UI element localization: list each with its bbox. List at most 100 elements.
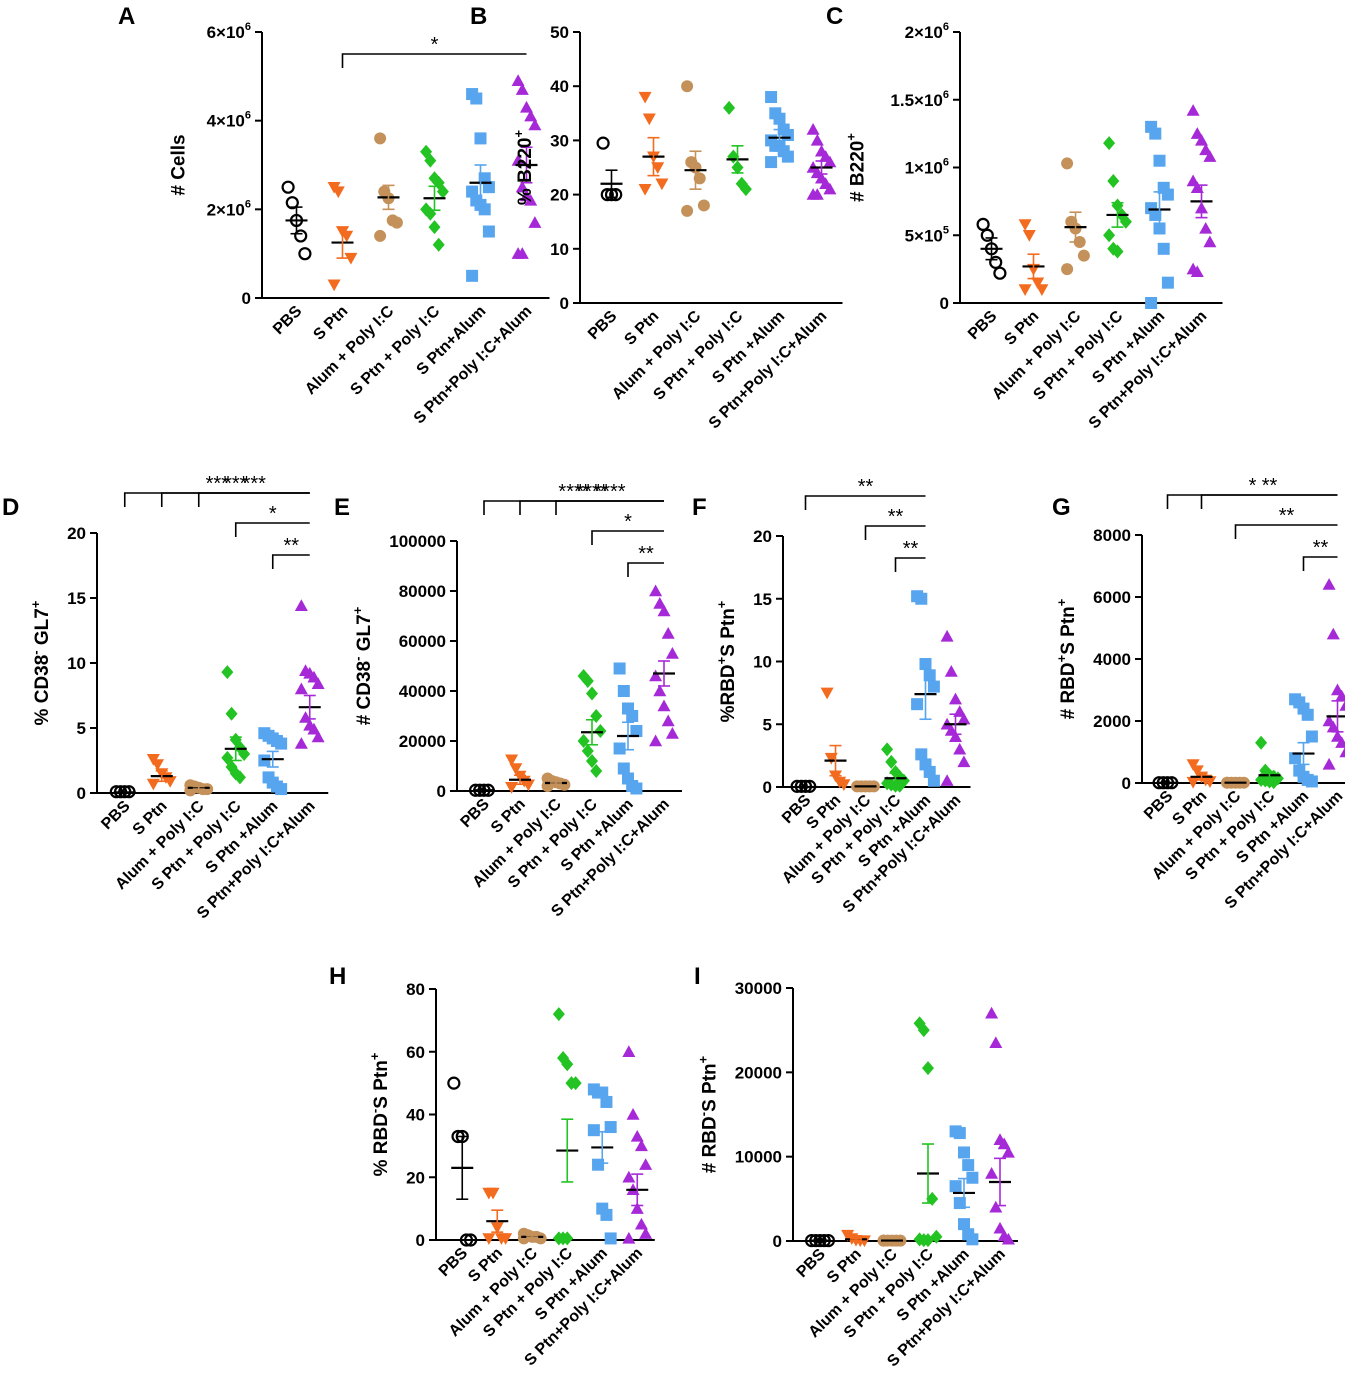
y-label-text: S Ptn xyxy=(371,1060,392,1109)
data-point xyxy=(482,1233,496,1245)
tick-label-main: 0 xyxy=(560,294,569,313)
data-point xyxy=(989,255,1003,269)
y-label-text: S Ptn xyxy=(700,1063,721,1112)
data-point xyxy=(953,742,967,755)
data-point xyxy=(459,1233,474,1247)
data-point xyxy=(923,669,936,682)
data-point xyxy=(1195,133,1208,146)
data-point xyxy=(622,1231,636,1244)
series-6 xyxy=(940,629,971,786)
data-point xyxy=(592,1158,605,1171)
data-point xyxy=(294,229,308,243)
data-point xyxy=(927,774,940,787)
y-tick-label: 0 xyxy=(77,784,86,803)
y-tick-label: 20 xyxy=(67,524,86,543)
data-point xyxy=(604,1232,617,1245)
tick-label-exponent: 6 xyxy=(245,198,251,210)
tick-label-main: 0 xyxy=(763,778,772,797)
data-point xyxy=(651,162,665,174)
data-point xyxy=(630,1129,644,1142)
data-point xyxy=(528,118,542,131)
significance-stars: ** xyxy=(1279,505,1295,527)
series-3 xyxy=(1221,776,1250,789)
data-point xyxy=(1153,154,1166,167)
series-3 xyxy=(517,1227,547,1245)
data-point xyxy=(661,714,675,727)
tick-label-main: 20000 xyxy=(735,1063,782,1082)
panel-letter: D xyxy=(2,494,19,521)
data-point xyxy=(681,204,694,217)
x-tick-label: PBS xyxy=(270,303,306,339)
data-point xyxy=(617,685,630,697)
series-1 xyxy=(976,217,1007,280)
y-label-text: % CD38 xyxy=(32,655,53,726)
data-point xyxy=(881,742,894,757)
tick-label-main: 5 xyxy=(77,719,86,738)
tick-label-main: 20000 xyxy=(399,732,446,751)
data-point xyxy=(837,779,851,791)
data-point xyxy=(953,1197,966,1210)
significance-stars: ** xyxy=(858,476,874,498)
data-point xyxy=(520,100,533,113)
data-point xyxy=(957,712,971,725)
series-4 xyxy=(420,144,449,252)
series-4 xyxy=(1255,735,1284,790)
data-point xyxy=(681,80,694,93)
series-6 xyxy=(511,74,542,259)
data-point xyxy=(634,1217,648,1230)
y-axis-label: # RBD-S Ptn+ xyxy=(696,1055,721,1173)
data-point xyxy=(922,1061,934,1076)
data-point xyxy=(581,744,594,758)
tick-label-main: 80000 xyxy=(399,582,446,601)
data-point xyxy=(639,1227,653,1239)
data-point xyxy=(275,737,288,750)
data-point xyxy=(1061,263,1074,276)
data-point xyxy=(1111,244,1124,259)
series-6 xyxy=(622,1045,653,1244)
series-1 xyxy=(804,1233,836,1248)
data-point xyxy=(486,1187,500,1200)
data-point xyxy=(781,150,794,163)
data-point xyxy=(940,629,954,642)
y-tick-label: 20 xyxy=(753,527,772,546)
y-tick-label: 40 xyxy=(406,1106,425,1125)
y-label-superscript: + xyxy=(714,656,729,664)
data-point xyxy=(966,1171,979,1184)
data-point xyxy=(922,1233,934,1248)
data-point xyxy=(1186,104,1200,116)
panel-letter: C xyxy=(826,3,843,30)
series-6 xyxy=(649,584,679,747)
data-point xyxy=(521,779,535,792)
data-point xyxy=(428,220,441,235)
series-6 xyxy=(985,1006,1015,1245)
y-tick-label: 4×106 xyxy=(207,110,251,131)
data-point xyxy=(944,665,958,677)
data-point xyxy=(1322,757,1336,770)
significance-bracket xyxy=(1200,494,1338,509)
data-point xyxy=(649,734,663,747)
tick-label-main: 10000 xyxy=(735,1148,782,1167)
panel-letter: A xyxy=(118,3,135,30)
data-point xyxy=(949,1180,962,1193)
y-label-superscript: - xyxy=(696,1112,711,1116)
data-point xyxy=(299,711,313,723)
data-point xyxy=(432,237,445,252)
data-point xyxy=(327,279,341,292)
tick-label-main: 6000 xyxy=(1093,588,1131,607)
data-point xyxy=(482,225,495,238)
tick-label-main: 30 xyxy=(550,131,569,150)
data-point xyxy=(649,584,663,597)
significance-stars: ** xyxy=(283,535,299,557)
y-tick-label: 20 xyxy=(406,1168,425,1187)
tick-label-exponent: 5 xyxy=(943,224,949,236)
series-3 xyxy=(1061,157,1090,276)
data-point xyxy=(1339,700,1345,711)
significance-bracket xyxy=(627,562,664,577)
y-tick-label: 6×106 xyxy=(207,21,251,42)
y-label-superscript: + xyxy=(367,1052,382,1060)
series-5 xyxy=(949,1125,979,1246)
data-point xyxy=(966,1233,979,1246)
